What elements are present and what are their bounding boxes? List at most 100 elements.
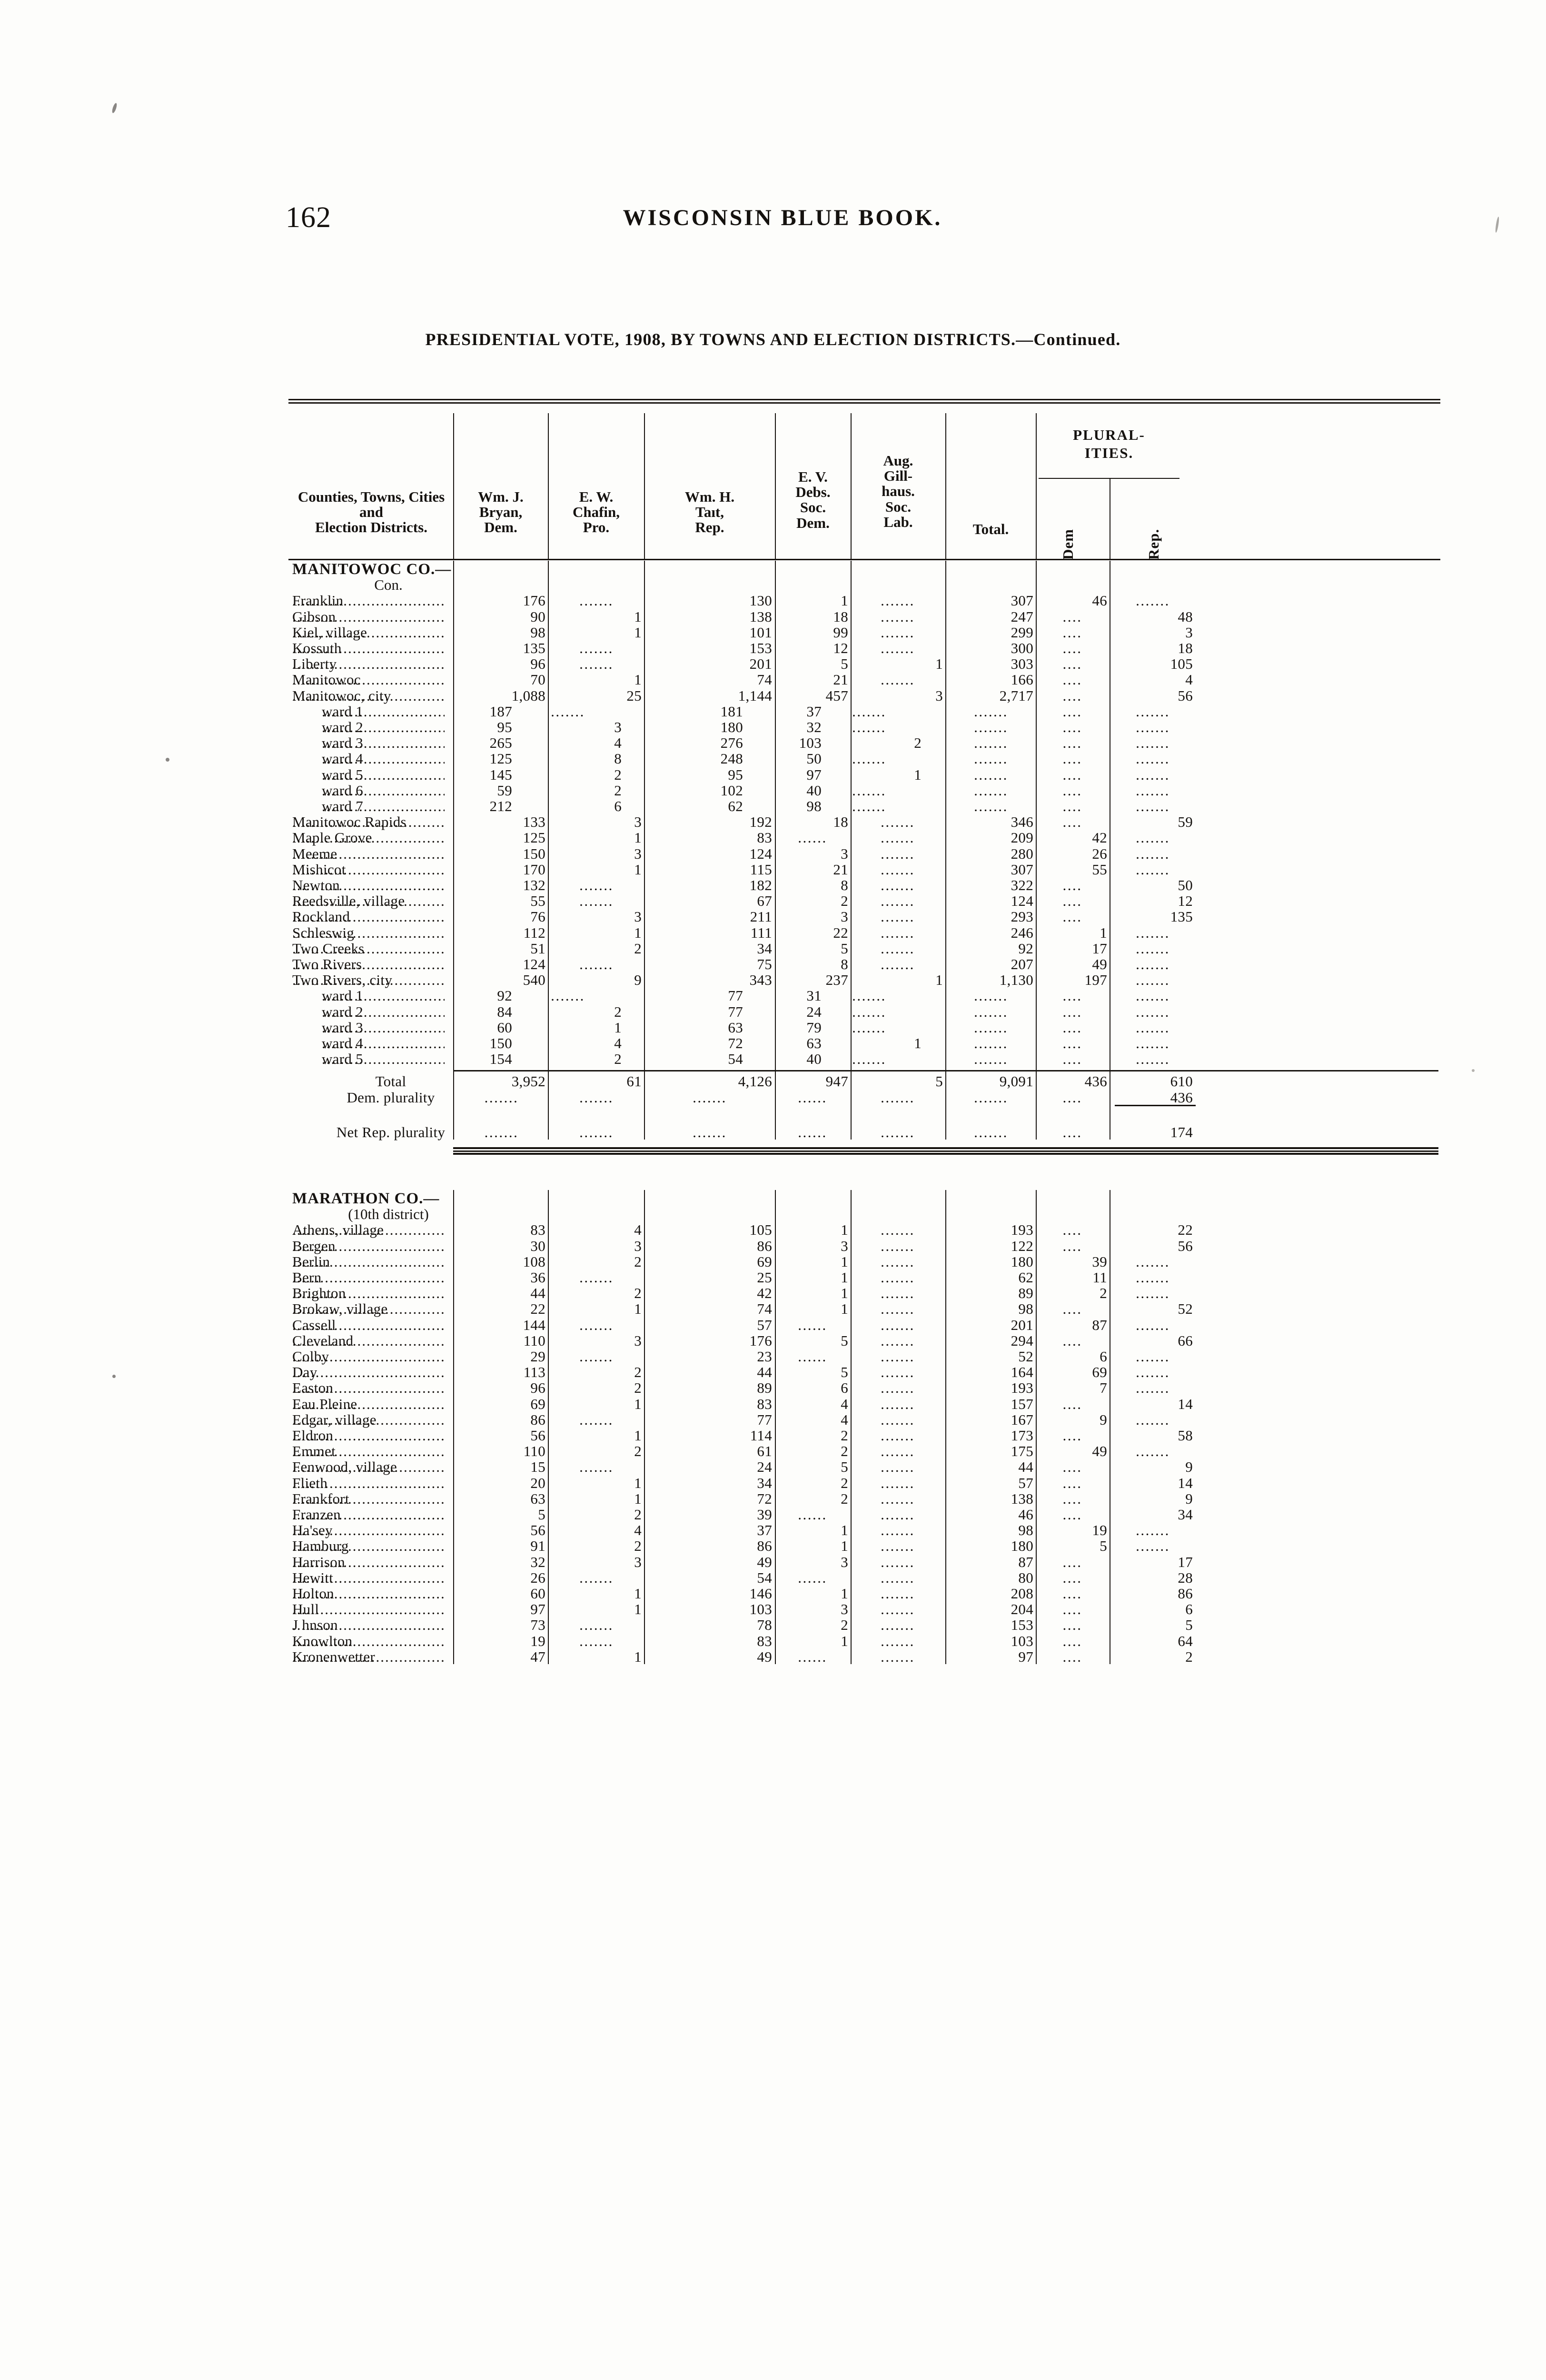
row-label: Colby — [292, 1348, 329, 1365]
cell-gill-empty: ....... — [881, 1123, 915, 1140]
header-gillhaus: Aug. Gill- haus. Soc. Lab. — [852, 453, 944, 530]
cell-total-empty: ....... — [974, 1019, 1008, 1036]
row-label: Kronenwetter — [292, 1648, 376, 1665]
table-row: Mishicot................................… — [288, 861, 1440, 878]
cell-dem-empty: .... — [1062, 1300, 1082, 1318]
dot-leader: ........................................ — [292, 892, 445, 910]
cell-gill-empty: ....... — [881, 1585, 915, 1602]
row-label: ward 4 — [322, 750, 364, 767]
cell-total: 346 — [1011, 813, 1033, 831]
cell-total: 201 — [1011, 1316, 1033, 1333]
cell-taft: 44 — [757, 1364, 772, 1381]
dot-leader: ........................................ — [292, 1506, 445, 1523]
dot-leader: ........................................ — [292, 877, 445, 893]
cell-total: 180 — [1011, 1253, 1033, 1270]
cell-taft-empty: ....... — [693, 1123, 727, 1140]
cell-debs-empty: ...... — [798, 1348, 827, 1365]
row-label: Holton — [292, 1585, 334, 1602]
cell-rep: 9 — [1185, 1490, 1193, 1507]
col-divider — [851, 413, 852, 560]
cell-bryan: 26 — [530, 1569, 545, 1586]
cell-bryan: 20 — [530, 1474, 545, 1491]
cell-gill-empty: ....... — [852, 703, 886, 720]
cell-gill-empty: ....... — [852, 798, 886, 814]
cell-rep-empty: ....... — [1136, 1316, 1170, 1333]
cell-debs-empty: ...... — [798, 1089, 827, 1106]
cell-gill-empty: ....... — [881, 1443, 915, 1460]
row-label: ward 7 — [322, 798, 364, 814]
dot-leader: ........................................ — [292, 1616, 445, 1634]
cell-taft: 1,144 — [738, 687, 772, 704]
cell-debs: 2 — [841, 1427, 848, 1444]
header-bryan-l2: Bryan, — [479, 504, 523, 521]
row-label: Total — [375, 1073, 406, 1090]
dot-leader: ........................................ — [292, 845, 445, 862]
cell-debs: 99 — [833, 624, 848, 641]
cell-dem: 39 — [1092, 1253, 1107, 1270]
cell-gill: 3 — [935, 687, 943, 704]
cell-rep-empty: ....... — [1136, 798, 1170, 814]
cell-gill-empty: ....... — [881, 892, 915, 910]
cell-debs: 1 — [841, 1300, 848, 1318]
cell-rep: 52 — [1178, 1300, 1193, 1318]
row-label: Two Rivers, city — [292, 972, 393, 989]
cell-total-empty: ....... — [974, 1035, 1008, 1051]
cell-gill-empty: ....... — [881, 1411, 915, 1428]
cell-gill-empty: ....... — [881, 1601, 915, 1618]
cell-debs: 1 — [841, 1632, 848, 1649]
table-row: ward 5..................................… — [288, 766, 1440, 783]
cell-gill-empty: ....... — [881, 1632, 915, 1649]
dot-leader: ........................................ — [292, 1332, 445, 1349]
cell-dem-empty: .... — [1062, 782, 1082, 799]
cell-rep: 22 — [1178, 1221, 1193, 1239]
cell-debs: 1 — [841, 1253, 848, 1270]
cell-chafin: 1 — [634, 1474, 642, 1491]
cell-rep-empty: ....... — [1136, 924, 1170, 941]
cell-bryan: 51 — [530, 940, 545, 957]
cell-bryan: 86 — [530, 1411, 545, 1428]
table-row: ward 7..................................… — [288, 798, 1440, 814]
table-row: Fenwood, village........................… — [288, 1458, 1440, 1476]
cell-debs: 3 — [841, 908, 848, 925]
cell-bryan: 170 — [523, 861, 545, 878]
cell-debs: 103 — [799, 734, 822, 752]
cell-total-empty: ....... — [974, 798, 1008, 814]
cell-gill-empty: ....... — [881, 861, 915, 878]
dot-leader: ........................................ — [292, 908, 445, 925]
cell-dem-empty: .... — [1062, 1553, 1082, 1570]
cell-gill-empty: ....... — [881, 908, 915, 925]
cell-rep: 86 — [1178, 1585, 1193, 1602]
dot-leader: ........................................ — [292, 1427, 445, 1444]
cell-rep-empty: ....... — [1136, 750, 1170, 767]
dot-leader: ........................................ — [322, 1019, 445, 1036]
cell-taft: 49 — [757, 1648, 772, 1665]
dot-leader: ........................................ — [322, 734, 445, 752]
cell-debs-empty: ...... — [798, 1648, 827, 1665]
cell-taft: 24 — [757, 1458, 772, 1476]
cell-dem: 69 — [1092, 1364, 1107, 1381]
cell-total: 103 — [1011, 1632, 1033, 1649]
dot-leader: ........................................ — [292, 1300, 445, 1318]
cell-debs: 18 — [833, 813, 848, 831]
cell-chafin: 2 — [634, 940, 642, 957]
cell-taft: 25 — [757, 1269, 772, 1286]
cell-dem-empty: .... — [1062, 892, 1082, 910]
dot-leader: ........................................ — [292, 1443, 445, 1460]
cell-taft: 343 — [749, 972, 772, 989]
table-row: ward 3..................................… — [288, 1019, 1440, 1036]
cell-debs: 24 — [806, 1003, 822, 1020]
cell-total-empty: ....... — [974, 1089, 1008, 1106]
dot-leader: ........................................ — [292, 1379, 445, 1397]
row-label: Day — [292, 1364, 317, 1381]
row-label: Easton — [292, 1379, 334, 1397]
cell-total: 157 — [1011, 1395, 1033, 1412]
cell-rep: 48 — [1178, 608, 1193, 625]
cell-chafin-empty: ....... — [551, 987, 585, 1004]
cell-bryan: 63 — [530, 1490, 545, 1507]
dot-leader: ........................................ — [292, 592, 445, 609]
cell-gill-empty: ....... — [881, 1379, 915, 1397]
cell-chafin-empty: ....... — [579, 892, 614, 910]
cell-bryan: 150 — [489, 1035, 512, 1051]
cell-dem-empty: .... — [1062, 1427, 1082, 1444]
cell-bryan: 125 — [489, 750, 512, 767]
